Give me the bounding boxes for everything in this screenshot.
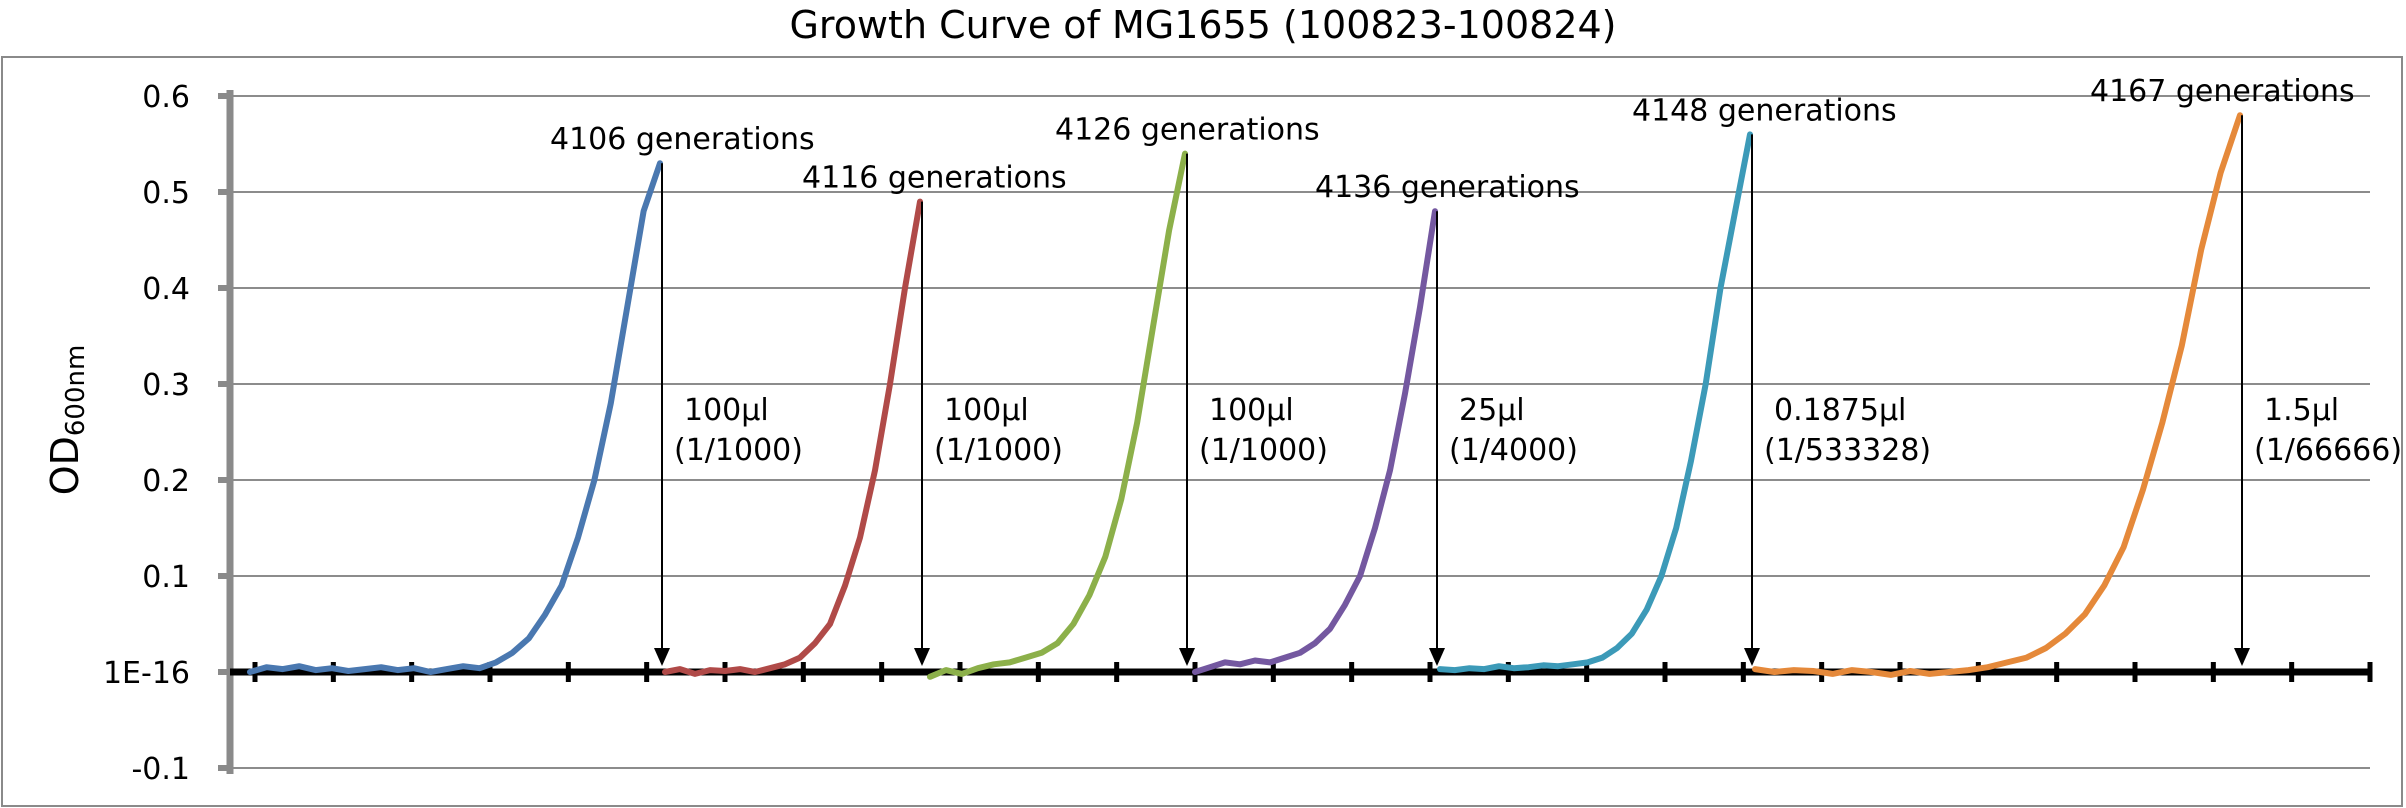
series-line <box>1192 208 1438 675</box>
y-tick-label: 0.1 <box>142 560 190 595</box>
arrow-head <box>914 648 930 666</box>
y-tick-label: 0.4 <box>142 272 190 307</box>
volume-label: 25μl <box>1459 393 1525 428</box>
series-lines <box>247 112 2243 680</box>
generation-label: 4106 generations <box>550 122 815 157</box>
y-tick-label: 0.2 <box>142 464 190 499</box>
y-axis-label-subscript: 600nm <box>61 345 91 436</box>
generation-label: 4167 generations <box>2090 74 2355 109</box>
annotations: 4106 generations 100μl (1/1000) 4116 genera… <box>550 74 2402 666</box>
volume-label: 0.1875μl <box>1774 393 1906 428</box>
series-line <box>247 160 663 675</box>
arrow-head <box>1744 648 1760 666</box>
generation-label: 4148 generations <box>1632 93 1897 128</box>
dilution-label: (1/533328) <box>1764 433 1931 468</box>
plot-frame <box>1 56 2403 807</box>
volume-label: 100μl <box>684 393 769 428</box>
y-tick-label: 0.6 <box>142 80 190 115</box>
series-line <box>927 150 1188 680</box>
y-axis-label: OD600nm <box>43 345 91 496</box>
generation-label: 4126 generations <box>1055 113 1320 148</box>
generation-label: 4116 generations <box>802 161 1067 196</box>
y-tick-label: 0.5 <box>142 176 190 211</box>
dilution-label: (1/4000) <box>1449 433 1578 468</box>
volume-label: 1.5μl <box>2264 393 2339 428</box>
series-line <box>1752 112 2243 678</box>
y-tick-label: 1E-16 <box>103 656 190 691</box>
arrow-head <box>2234 648 2250 666</box>
y-tick-label: -0.1 <box>131 752 190 787</box>
dilution-label: (1/66666) <box>2254 433 2402 468</box>
gridlines <box>230 95 2370 769</box>
series-line <box>1437 131 1753 674</box>
arrow-head <box>1179 648 1195 666</box>
series-line <box>662 198 923 677</box>
chart-title: Growth Curve of MG1655 (100823-100824) <box>789 3 1616 47</box>
volume-label: 100μl <box>944 393 1029 428</box>
dilution-label: (1/1000) <box>674 433 803 468</box>
y-tick-labels: 0.6 0.5 0.4 0.3 0.2 0.1 1E-16 -0.1 <box>103 80 190 787</box>
y-tick-label: 0.3 <box>142 368 190 403</box>
volume-label: 100μl <box>1209 393 1294 428</box>
arrow-head <box>654 648 670 666</box>
generation-label: 4136 generations <box>1315 170 1580 205</box>
arrow-head <box>1429 648 1445 666</box>
dilution-label: (1/1000) <box>1199 433 1328 468</box>
dilution-label: (1/1000) <box>934 433 1063 468</box>
axes <box>218 90 2373 774</box>
